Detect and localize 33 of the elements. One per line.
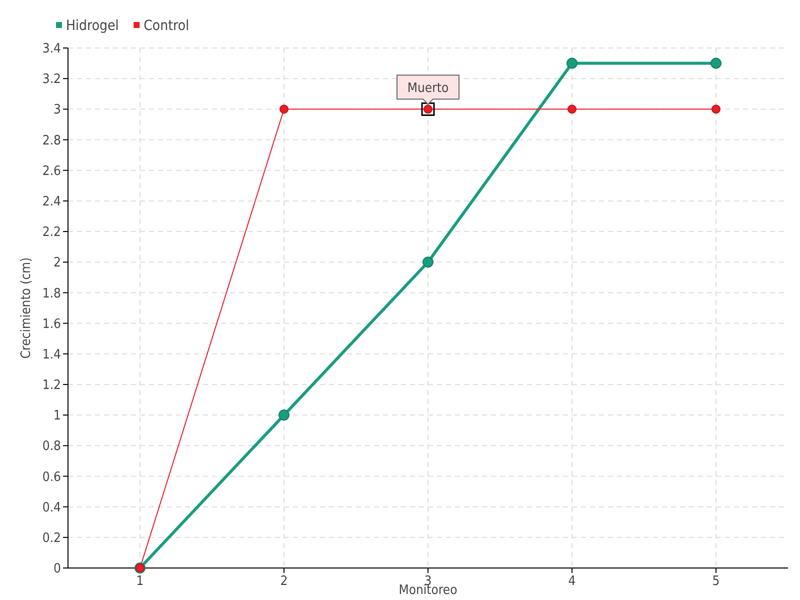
y-tick-label: 1.6: [42, 316, 61, 332]
y-tick-label: 0.4: [42, 500, 61, 516]
annotation: Muerto: [407, 81, 449, 96]
point: [566, 58, 578, 69]
point: [278, 410, 290, 421]
x-tick-label: 5: [712, 574, 720, 589]
y-tick-label: 1.8: [42, 286, 61, 302]
y-tick-label: 2: [54, 256, 61, 271]
y-tick-label: 1.2: [42, 378, 61, 394]
point: [568, 104, 576, 114]
y-tick-label: 0.6: [42, 470, 61, 485]
point: [280, 104, 288, 114]
y-tick-label: 0.8: [42, 439, 61, 454]
y-tick-label: 3.4: [42, 42, 61, 57]
y-tick-label: 3: [54, 102, 61, 118]
y-tick-label: 0.2: [42, 530, 61, 546]
y-tick-label: 2.4: [42, 194, 61, 210]
y-tick-label: 1.4: [42, 347, 61, 362]
y-tick-label: 2.2: [42, 225, 61, 240]
y-tick-label: 0: [54, 562, 61, 577]
x-tick-label: 2: [280, 574, 288, 589]
y-tick-label: 1: [54, 408, 61, 424]
x-tick-label: 1: [136, 574, 144, 589]
y-tick-label: 3.2: [42, 72, 61, 88]
y-tick-label: 2.8: [42, 133, 61, 148]
legend-label: Control: [144, 18, 190, 34]
point: [710, 58, 722, 69]
y-tick-label: 2.6: [42, 164, 61, 179]
y-axis-title: Crecimiento (cm): [19, 257, 34, 359]
point: [422, 256, 434, 268]
x-tick-label: 4: [568, 574, 576, 589]
legend-label: Hidrogel: [66, 18, 119, 34]
point: [712, 104, 720, 114]
